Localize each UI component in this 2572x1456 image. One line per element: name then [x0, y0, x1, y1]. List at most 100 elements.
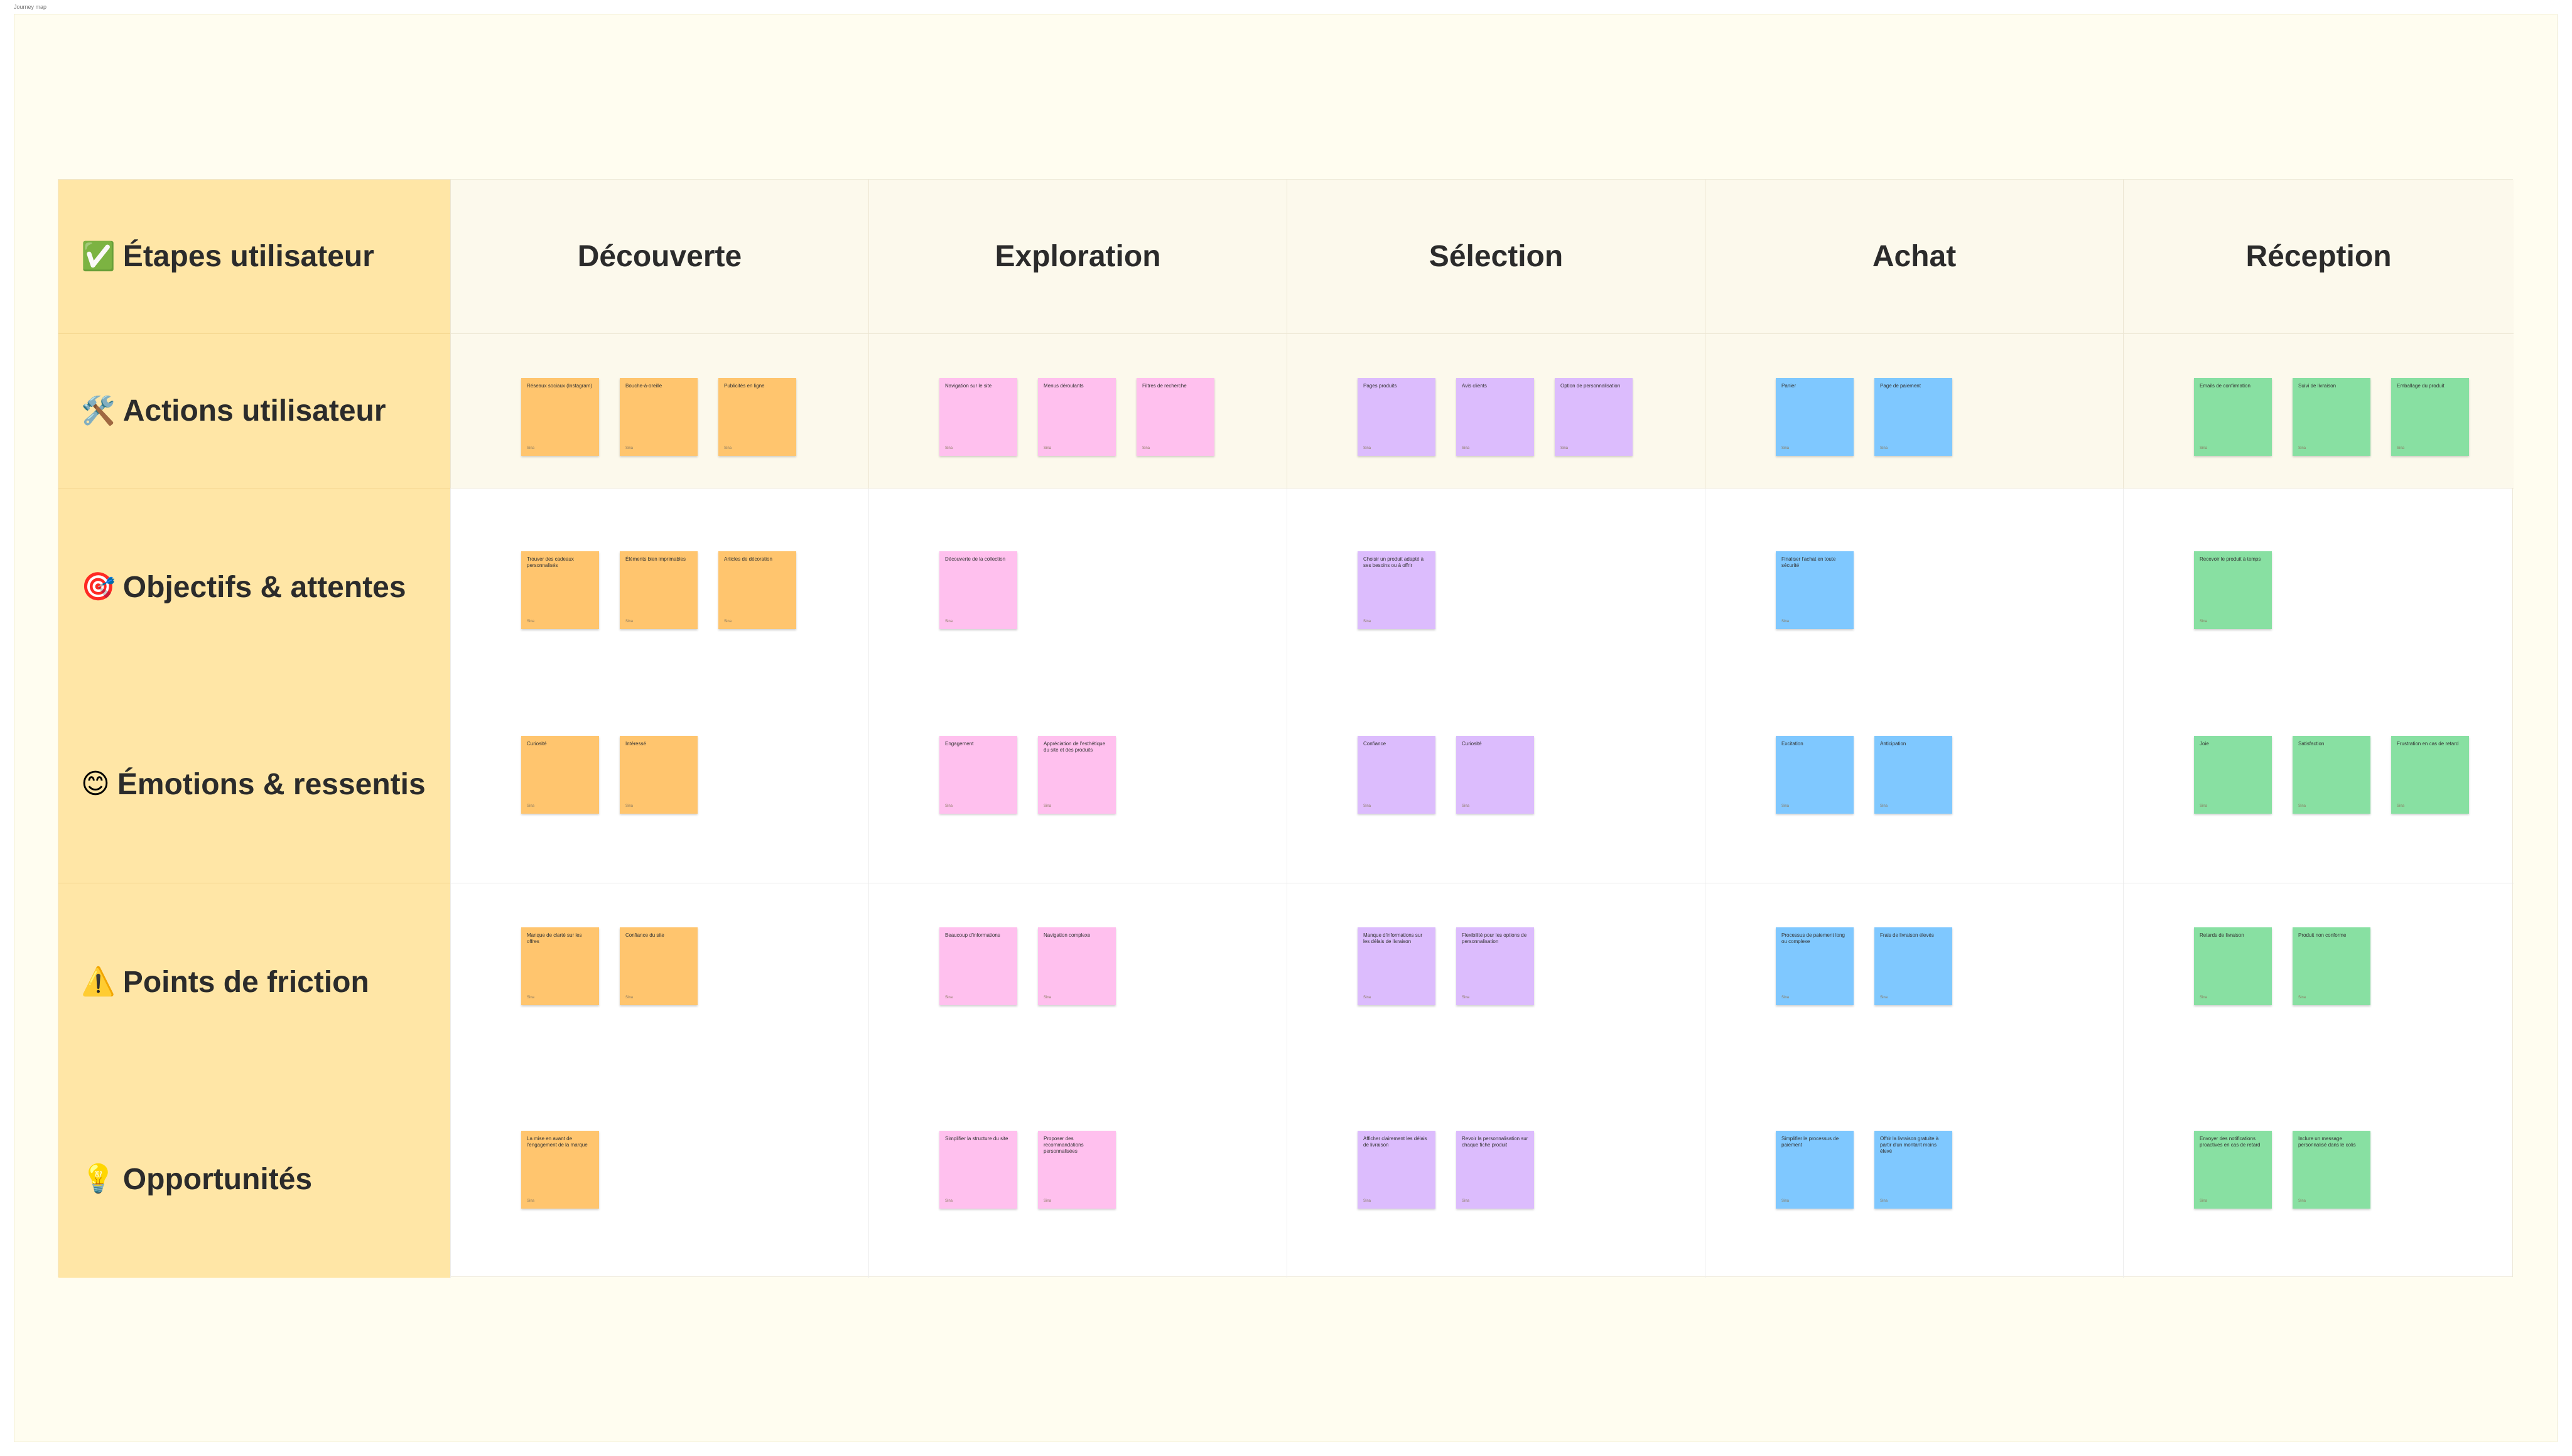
sticky-note-author: Sina [1880, 996, 1888, 1000]
sticky-note[interactable]: Simplifier la structure du site Sina [939, 1131, 1017, 1209]
row-header-friction: ⚠️ Points de friction [58, 883, 450, 1081]
sticky-note-text: Menus déroulants [1044, 383, 1084, 389]
sticky-note-text: Excitation [1781, 741, 1803, 747]
sticky-note-author: Sina [1363, 996, 1371, 1000]
sticky-note[interactable]: Emballage du produit Sina [2391, 378, 2469, 456]
stage-label: Sélection [1429, 240, 1564, 273]
row-label-etapes: Étapes utilisateur [122, 240, 374, 273]
sticky-note-text: Trouver des cadeaux personnalisés [527, 556, 574, 568]
sticky-note-text: Navigation sur le site [945, 383, 992, 389]
row-header-actions: 🛠️ Actions utilisateur [58, 334, 450, 488]
sticky-note[interactable]: Engagement Sina [939, 736, 1017, 814]
sticky-note[interactable]: Revoir la personnalisation sur chaque fi… [1456, 1131, 1534, 1209]
sticky-note-text: Articles de décoration [724, 556, 772, 562]
sticky-note-text: Retards de livraison [2200, 932, 2244, 938]
sticky-note[interactable]: Suivi de livraison Sina [2293, 378, 2370, 456]
stage-header-exploration: Exploration [868, 180, 1287, 334]
sticky-note[interactable]: Bouche-à-oreille Sina [620, 378, 698, 456]
sticky-note-author: Sina [625, 620, 634, 623]
smile-icon: 😊 [81, 768, 110, 799]
sticky-note[interactable]: Navigation sur le site Sina [939, 378, 1017, 456]
sticky-note[interactable]: Flexibilité pour les options de personna… [1456, 927, 1534, 1005]
journey-map-grid: ✅ Étapes utilisateur Découverte Explorat… [58, 179, 2514, 1278]
sticky-note[interactable]: Proposer des recommandations personnalis… [1038, 1131, 1116, 1209]
sticky-note[interactable]: Envoyer des notifications proactives en … [2194, 1131, 2272, 1209]
cell-actions-selection: Pages produits Sina Avis clients Sina Option… [1287, 334, 1705, 488]
sticky-note-author: Sina [1363, 1199, 1371, 1203]
sticky-note[interactable]: Option de personnalisation Sina [1555, 378, 1633, 456]
sticky-note[interactable]: Excitation Sina [1776, 736, 1854, 814]
sticky-note[interactable]: Simplifier le processus de paiement Sina [1776, 1131, 1854, 1209]
sticky-note[interactable]: Processus de paiement long ou complexe Si… [1776, 927, 1854, 1005]
sticky-note[interactable]: Produit non conforme Sina [2293, 927, 2370, 1005]
sticky-note[interactable]: Afficher clairement les délais de livrai… [1358, 1131, 1435, 1209]
cell-actions-reception: Emails de confirmation Sina Suivi de livra… [2123, 334, 2514, 488]
sticky-note-text: Joie [2200, 741, 2209, 747]
board-title: Journey map [14, 4, 47, 10]
sticky-note[interactable]: Finaliser l'achat en toute sécurité Sina [1776, 551, 1854, 629]
sticky-note[interactable]: Curiosité Sina [1456, 736, 1534, 814]
sticky-note-author: Sina [1044, 996, 1052, 1000]
sticky-note-author: Sina [1142, 446, 1150, 450]
sticky-note[interactable]: Manque d'informations sur les délais de … [1358, 927, 1435, 1005]
sticky-note-text: Revoir la personnalisation sur chaque fi… [1462, 1136, 1528, 1148]
sticky-note-text: Appréciation de l'esthétique du site et … [1044, 741, 1106, 753]
cell-opportunites-selection: Afficher clairement les délais de livrai… [1287, 1081, 1705, 1278]
sticky-note-text: Bouche-à-oreille [625, 383, 662, 389]
sticky-note[interactable]: Satisfaction Sina [2293, 736, 2370, 814]
sticky-note[interactable]: Recevoir le produit à temps Sina [2194, 551, 2272, 629]
sticky-note[interactable]: Inclure un message personnalisé dans le … [2293, 1131, 2370, 1209]
sticky-note[interactable]: Emails de confirmation Sina [2194, 378, 2272, 456]
sticky-note[interactable]: Confiance du site Sina [620, 927, 698, 1005]
sticky-note[interactable]: Anticipation Sina [1874, 736, 1952, 814]
tools-icon: 🛠️ [81, 395, 116, 426]
sticky-note-author: Sina [1363, 620, 1371, 623]
row-label-opportunites: Opportunités [122, 1162, 313, 1196]
sticky-note[interactable]: Intéressé Sina [620, 736, 698, 814]
sticky-note-author: Sina [724, 620, 732, 623]
sticky-note[interactable]: Choisir un produit adapté à ses besoins … [1358, 551, 1435, 629]
sticky-note[interactable]: Découverte de la collection Sina [939, 551, 1017, 629]
sticky-note[interactable]: Trouver des cadeaux personnalisés Sina [521, 551, 599, 629]
sticky-note[interactable]: Confiance Sina [1358, 736, 1435, 814]
sticky-note[interactable]: Panier Sina [1776, 378, 1854, 456]
sticky-note-author: Sina [625, 996, 634, 1000]
sticky-note-author: Sina [2298, 996, 2306, 1000]
sticky-note[interactable]: Frustration en cas de retard Sina [2391, 736, 2469, 814]
sticky-note[interactable]: Retards de livraison Sina [2194, 927, 2272, 1005]
row-header-objectifs: 🎯 Objectifs & attentes [58, 488, 450, 686]
sticky-note[interactable]: Curiosité Sina [521, 736, 599, 814]
sticky-note[interactable]: Beaucoup d'informations Sina [939, 927, 1017, 1005]
sticky-note[interactable]: Appréciation de l'esthétique du site et … [1038, 736, 1116, 814]
sticky-note-author: Sina [625, 804, 634, 808]
sticky-note-text: Simplifier le processus de paiement [1781, 1136, 1839, 1148]
sticky-note[interactable]: Page de paiement Sina [1874, 378, 1952, 456]
sticky-note[interactable]: Navigation complexe Sina [1038, 927, 1116, 1005]
row-label-objectifs: Objectifs & attentes [122, 570, 406, 604]
sticky-note-author: Sina [1363, 446, 1371, 450]
sticky-note-text: Manque de clarté sur les offres [527, 932, 582, 944]
sticky-note[interactable]: Réseaux sociaux (Instagram) Sina [521, 378, 599, 456]
sticky-note[interactable]: Avis clients Sina [1456, 378, 1534, 456]
sticky-note[interactable]: Manque de clarté sur les offres Sina [521, 927, 599, 1005]
sticky-note[interactable]: Publicités en ligne Sina [718, 378, 796, 456]
sticky-note-text: Satisfaction [2298, 741, 2325, 747]
cell-emotions-selection: Confiance Sina Curiosité Sina [1287, 686, 1705, 883]
sticky-note[interactable]: La mise en avant de l'engagement de la m… [521, 1131, 599, 1209]
lightbulb-icon: 💡 [81, 1163, 116, 1194]
sticky-note-text: Avis clients [1462, 383, 1487, 389]
sticky-note[interactable]: Articles de décoration Sina [718, 551, 796, 629]
sticky-note-author: Sina [1462, 1199, 1470, 1203]
sticky-note-author: Sina [1880, 804, 1888, 808]
sticky-note-author: Sina [2298, 1199, 2306, 1203]
sticky-note[interactable]: Filtres de recherche Sina [1137, 378, 1214, 456]
row-label-emotions: Émotions & ressentis [117, 767, 426, 801]
sticky-note[interactable]: Menus déroulants Sina [1038, 378, 1116, 456]
sticky-note[interactable]: Éléments bien imprimables Sina [620, 551, 698, 629]
sticky-note-author: Sina [2200, 446, 2208, 450]
sticky-note[interactable]: Offrir la livraison gratuite à partir d'… [1874, 1131, 1952, 1209]
sticky-note[interactable]: Joie Sina [2194, 736, 2272, 814]
sticky-note[interactable]: Frais de livraison élevés Sina [1874, 927, 1952, 1005]
sticky-note-text: Curiosité [1462, 741, 1482, 747]
sticky-note[interactable]: Pages produits Sina [1358, 378, 1435, 456]
